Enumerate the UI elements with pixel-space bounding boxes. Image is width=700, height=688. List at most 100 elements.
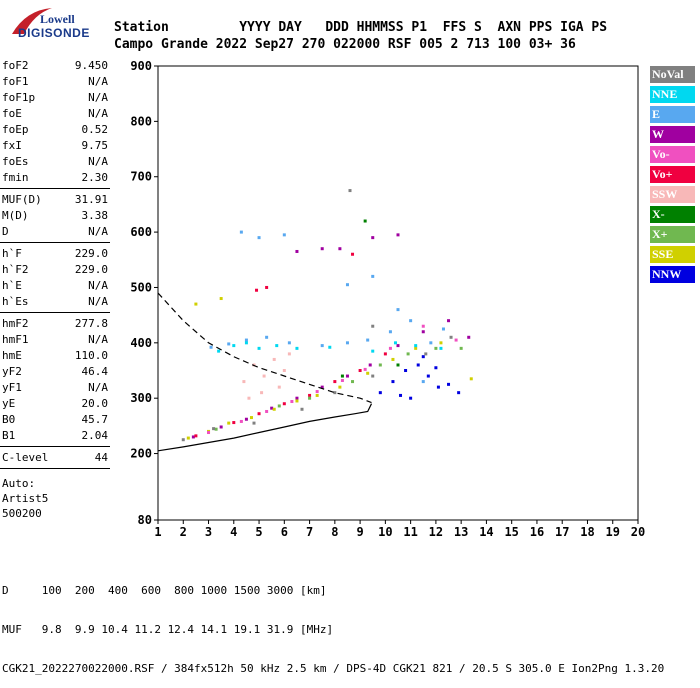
- legend-item-e: E: [650, 106, 695, 123]
- data-point-ssw: [272, 357, 276, 361]
- ionogram-chart: 1 2 3 4 5 6 7 8 9 10 11 12 13 14 15 16 17 18 19 20802003004…: [130, 59, 645, 539]
- data-point-x: [277, 404, 281, 408]
- param-value: N/A: [88, 75, 108, 88]
- param-row-foep: foEp 0.52: [2, 122, 108, 138]
- param-name: h`E: [2, 279, 22, 292]
- param-name: hmE: [2, 349, 22, 362]
- param-row-fof2: foF2 9.450: [2, 58, 108, 74]
- param-row-clevel: C-level 44: [2, 450, 108, 466]
- param-row-fof1p: foF1p N/A: [2, 90, 108, 106]
- legend-item-nnw: NNW: [650, 266, 695, 283]
- param-row-md: M(D) 3.38: [2, 208, 108, 224]
- param-name: yE: [2, 397, 16, 410]
- data-point-w: [244, 417, 248, 421]
- param-row-yf2: yF2 46.4: [2, 364, 108, 380]
- data-point-vo: [265, 409, 269, 413]
- param-value: 44: [94, 451, 108, 464]
- data-point-w: [396, 233, 400, 237]
- data-point-noval: [212, 427, 216, 431]
- data-point-nnw: [421, 355, 425, 359]
- param-row-hme: hmE 110.0: [2, 348, 108, 364]
- header-row1: Station YYYY DAY DDD HHMMSS P1 FFS S AXN…: [114, 20, 608, 35]
- param-row-fxi: fxI 9.75: [2, 138, 108, 154]
- data-point-w: [371, 236, 375, 240]
- data-point-w: [320, 247, 324, 251]
- data-point-sse: [439, 341, 443, 345]
- param-separator: [0, 188, 110, 189]
- data-point-e: [287, 341, 291, 345]
- logo-line2: DIGISONDE: [18, 26, 90, 40]
- param-name: MUF(D): [2, 193, 42, 206]
- data-point-nnw: [391, 380, 395, 384]
- data-point-sse: [469, 377, 473, 381]
- x-tick-label: 14: [479, 525, 493, 539]
- x-tick-label: 11: [403, 525, 417, 539]
- data-point-sse: [194, 302, 198, 306]
- param-value: N/A: [88, 381, 108, 394]
- param-separator: [0, 242, 110, 243]
- param-name: foF1: [2, 75, 29, 88]
- data-point-noval: [371, 374, 375, 378]
- data-point-sse: [391, 357, 395, 361]
- param-name: fmin: [2, 171, 29, 184]
- data-point-e: [239, 230, 243, 234]
- data-point-e: [209, 345, 213, 349]
- data-point-sse: [186, 436, 190, 440]
- param-value: 20.0: [81, 397, 109, 410]
- data-point-sse: [219, 297, 223, 301]
- data-point-sse: [366, 371, 370, 375]
- data-point-nne: [295, 346, 299, 350]
- data-point-vo: [388, 346, 392, 350]
- data-point-vo: [358, 369, 362, 373]
- data-point-vo: [194, 434, 198, 438]
- param-name: hmF2: [2, 317, 29, 330]
- footer: D 100 200 400 600 800 1000 1500 3000 [km…: [2, 558, 664, 688]
- data-point-nnw: [457, 391, 461, 395]
- param-row-b1: B1 2.04: [2, 428, 108, 444]
- data-point-w: [295, 396, 299, 400]
- data-point-nnw: [409, 396, 413, 400]
- data-point-vo: [315, 390, 319, 394]
- x-tick-label: 2: [180, 525, 187, 539]
- data-point-w: [219, 425, 223, 429]
- data-point-sse: [272, 407, 276, 411]
- data-point-vo: [421, 324, 425, 328]
- y-tick-label: 400: [130, 336, 152, 350]
- data-point-w: [421, 330, 425, 334]
- param-value: 9.75: [81, 139, 109, 152]
- data-point-nnw: [434, 366, 438, 370]
- param-name: h`F2: [2, 263, 29, 276]
- data-point-vo: [333, 380, 337, 384]
- data-point-e: [257, 236, 261, 240]
- y-tick-label: 800: [130, 114, 152, 128]
- param-value: N/A: [88, 295, 108, 308]
- legend-item-noval: NoVal: [650, 66, 695, 83]
- param-row-ye: yE 20.0: [2, 396, 108, 412]
- param-name: M(D): [2, 209, 29, 222]
- param-value: 277.8: [74, 317, 108, 330]
- x-tick-label: 8: [331, 525, 338, 539]
- data-point-vo: [265, 285, 269, 289]
- data-point-sse: [315, 393, 319, 397]
- param-value: 229.0: [74, 263, 108, 276]
- param-name: B0: [2, 413, 16, 426]
- legend-item-nne: NNE: [650, 86, 695, 103]
- param-row-fof1: foF1 N/A: [2, 74, 108, 90]
- y-tick-label: 80: [138, 513, 152, 527]
- data-point-e: [282, 233, 286, 237]
- data-point-w: [320, 385, 324, 389]
- data-point-w: [345, 374, 349, 378]
- plot-frame: [157, 65, 639, 521]
- data-point-vo: [239, 419, 243, 423]
- legend-item-ssw: SSW: [650, 186, 695, 203]
- data-point-nnw: [426, 374, 430, 378]
- x-tick-label: 16: [530, 525, 544, 539]
- y-tick-label: 900: [130, 59, 152, 73]
- data-point-nne: [257, 346, 261, 350]
- param-value: 31.91: [74, 193, 108, 206]
- autoscaling-l1: Auto:: [2, 477, 36, 490]
- x-tick-label: 4: [230, 525, 237, 539]
- param-value: 2.04: [81, 429, 109, 442]
- data-point-w: [191, 435, 195, 439]
- autoscaling-l3: 500200: [2, 507, 42, 520]
